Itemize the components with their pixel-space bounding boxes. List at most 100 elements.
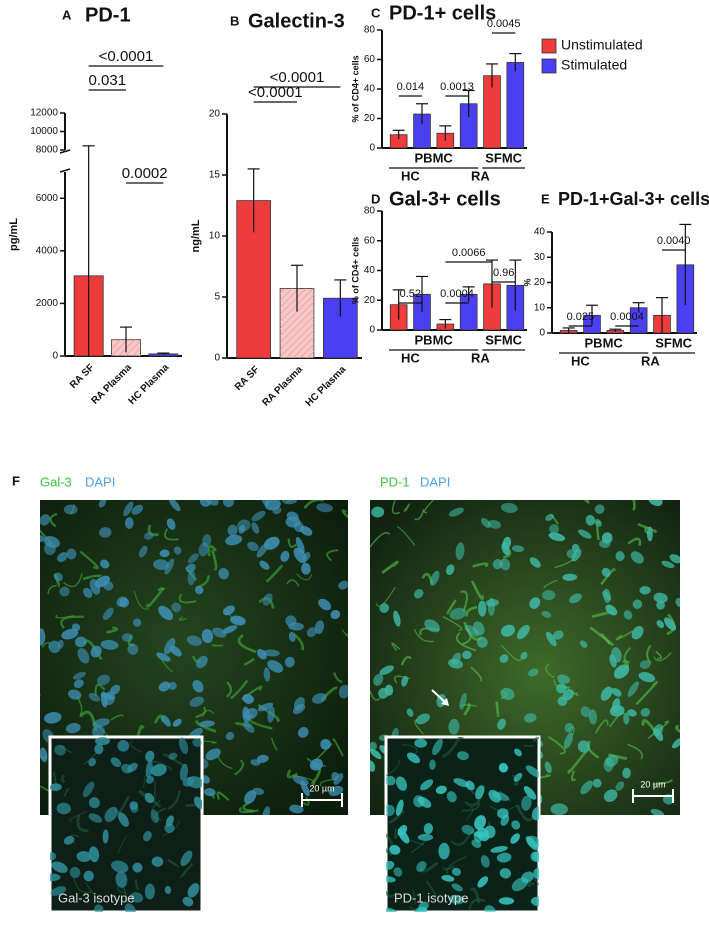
group-label: SFMC xyxy=(485,150,522,165)
panel-letter: A xyxy=(62,7,72,22)
cell-nucleus xyxy=(218,567,230,580)
cell-nucleus xyxy=(163,638,176,655)
cell-nucleus xyxy=(449,607,467,620)
membrane-signal xyxy=(423,500,435,514)
cell-nucleus xyxy=(180,850,193,867)
cell-nucleus xyxy=(500,624,516,637)
membrane-signal xyxy=(425,880,437,897)
y-tick-label: 0 xyxy=(214,353,220,364)
cell-nucleus xyxy=(123,501,134,517)
membrane-signal xyxy=(296,573,313,581)
cell-nucleus xyxy=(550,803,568,815)
chart-panel: A PD-1 pg/mL 0 2000 4000 6000 8000 10000 12000 RA … xyxy=(8,4,182,407)
cell-nucleus xyxy=(192,679,204,693)
stain-label: PD-1 xyxy=(380,474,410,489)
cell-nucleus xyxy=(386,907,398,912)
cell-nucleus xyxy=(531,806,539,821)
cell-nucleus xyxy=(63,504,78,515)
membrane-signal xyxy=(455,631,477,652)
bar xyxy=(506,62,525,149)
cell-nucleus xyxy=(415,713,430,725)
cell-nucleus xyxy=(40,747,48,763)
membrane-signal xyxy=(600,632,611,645)
membrane-signal xyxy=(543,579,558,589)
chart-panel: C PD-1+ cells % of CD4+ cells 0 20 40 60 80 PBMC… xyxy=(350,2,642,183)
cell-nucleus xyxy=(316,503,333,513)
cell-nucleus xyxy=(132,862,143,873)
cell-nucleus xyxy=(417,833,434,841)
cell-nucleus xyxy=(395,799,404,816)
cell-nucleus xyxy=(320,738,331,750)
legend-label: Unstimulated xyxy=(561,37,643,53)
cell-nucleus xyxy=(186,635,202,646)
cell-nucleus xyxy=(533,867,539,880)
cell-nucleus xyxy=(541,611,552,618)
cell-nucleus xyxy=(653,728,664,741)
membrane-signal xyxy=(403,503,411,512)
cell-nucleus xyxy=(601,567,611,578)
cell-nucleus xyxy=(74,636,87,648)
cell-nucleus xyxy=(90,645,102,658)
cell-nucleus xyxy=(523,713,537,723)
cell-nucleus xyxy=(605,604,618,616)
cell-nucleus xyxy=(151,856,164,867)
cell-nucleus xyxy=(328,785,344,797)
cell-nucleus xyxy=(115,871,128,888)
cell-nucleus xyxy=(293,547,307,564)
membrane-signal xyxy=(615,630,634,641)
cell-nucleus xyxy=(54,744,66,756)
cell-nucleus xyxy=(457,751,469,761)
membrane-signal xyxy=(442,616,463,632)
cell-nucleus xyxy=(53,572,63,582)
cell-nucleus xyxy=(371,506,385,518)
cell-nucleus xyxy=(63,835,75,845)
cell-nucleus xyxy=(545,631,557,647)
membrane-signal xyxy=(391,642,401,651)
cell-nucleus xyxy=(464,624,480,637)
membrane-signal xyxy=(414,509,425,521)
cell-nucleus xyxy=(646,526,653,542)
cell-nucleus xyxy=(600,686,613,701)
y-tick-label: 0 xyxy=(539,328,545,339)
cell-nucleus xyxy=(285,516,301,528)
cell-nucleus xyxy=(386,804,395,817)
membrane-signal xyxy=(286,579,300,587)
membrane-signal xyxy=(234,759,244,776)
cell-nucleus xyxy=(407,752,421,764)
membrane-signal xyxy=(641,719,657,733)
cell-nucleus xyxy=(91,725,105,738)
cell-nucleus xyxy=(193,796,202,809)
y-tick-label: 2000 xyxy=(36,298,59,309)
cell-nucleus xyxy=(267,660,284,673)
cell-nucleus xyxy=(521,795,532,811)
membrane-signal xyxy=(178,616,187,621)
cell-nucleus xyxy=(588,709,598,725)
cell-nucleus xyxy=(432,738,443,756)
y-axis-label: % of CD4+ cells xyxy=(350,55,360,122)
cell-nucleus xyxy=(622,767,631,779)
cell-nucleus xyxy=(653,592,668,604)
cell-nucleus xyxy=(117,812,129,827)
cell-nucleus xyxy=(312,693,327,704)
cell-nucleus xyxy=(448,718,460,735)
membrane-signal xyxy=(94,683,106,696)
cell-nucleus xyxy=(199,500,212,507)
cell-nucleus xyxy=(92,718,110,728)
cell-nucleus xyxy=(251,510,266,522)
cell-nucleus xyxy=(623,610,633,620)
cell-nucleus xyxy=(510,833,520,844)
cell-nucleus xyxy=(438,842,450,860)
membrane-signal xyxy=(674,724,680,734)
cell-nucleus xyxy=(295,536,305,554)
cell-nucleus xyxy=(338,684,348,699)
membrane-signal xyxy=(391,500,401,515)
cell-nucleus xyxy=(580,706,591,718)
cell-nucleus xyxy=(416,861,427,872)
membrane-signal xyxy=(287,538,297,548)
membrane-signal xyxy=(386,889,398,898)
cell-nucleus xyxy=(187,570,196,586)
p-value: 0.031 xyxy=(89,72,127,89)
cell-nucleus xyxy=(201,628,214,644)
membrane-signal xyxy=(571,770,577,782)
